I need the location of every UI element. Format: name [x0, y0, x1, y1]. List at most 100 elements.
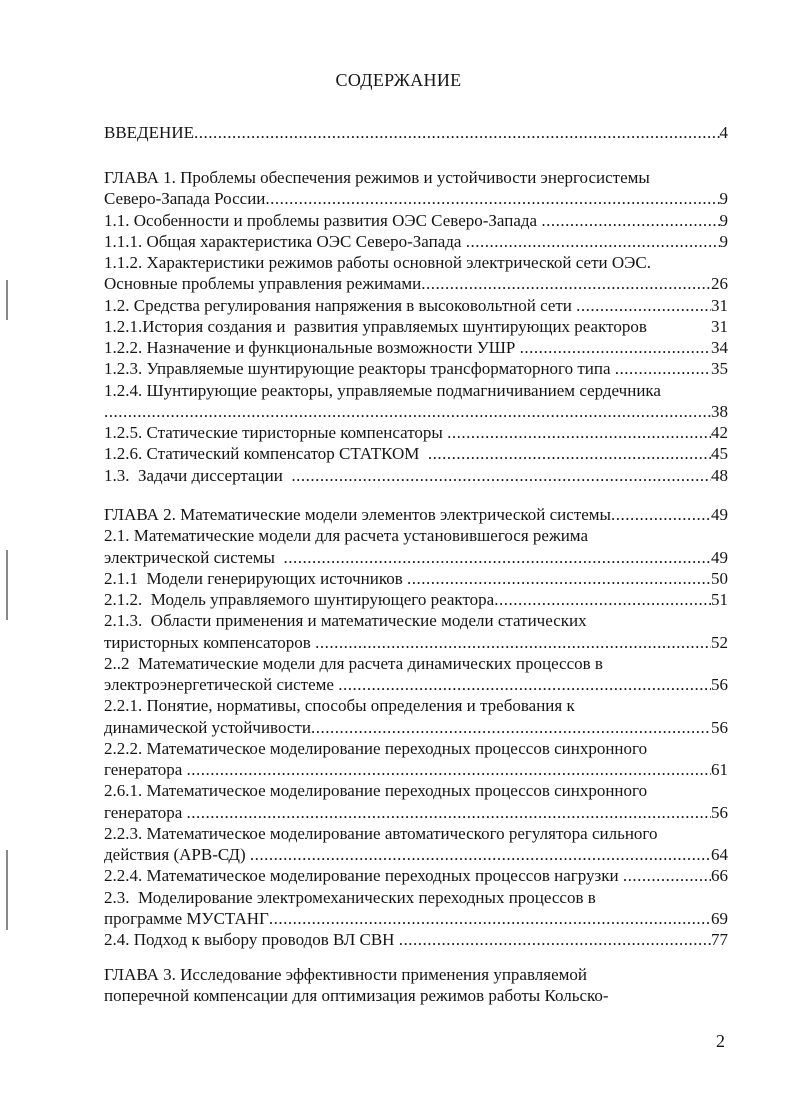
- toc-entry: 1.1.1. Общая характеристика ОЭС Северо-З…: [104, 231, 728, 252]
- toc-chapter-3: ГЛАВА 3. Исследование эффективности прим…: [104, 964, 728, 1007]
- entry-text: электрической системы: [104, 547, 284, 567]
- entry-text: электроэнергетической системе: [104, 675, 339, 694]
- entry-page-number: 66: [711, 866, 728, 886]
- entry-text: 1.2. Средства регулирования напряжения в…: [104, 295, 577, 315]
- toc-entry: ВВЕДЕНИЕ 4: [104, 122, 728, 143]
- dot-leader: [311, 717, 711, 738]
- entry-page-number: 48: [711, 465, 728, 485]
- toc-line: Основные проблемы управления режимами 26: [104, 273, 728, 294]
- entry-text: 2.2.3. Математическое моделирование авто…: [104, 823, 658, 843]
- entry-text: 1.1.2. Характеристики режимов работы осн…: [104, 253, 651, 272]
- entry-text: 1.2.5. Статические тиристорные компенсат…: [104, 423, 448, 442]
- entry-page-number: 56: [711, 675, 728, 694]
- toc-line: тиристорных компенсаторов 52: [104, 632, 728, 653]
- entry-page-number: 26: [711, 274, 728, 294]
- toc-line: динамической устойчивости 56: [104, 717, 728, 738]
- entry-text: динамической устойчивости: [104, 717, 311, 737]
- toc-entry: 2.4. Подход к выбору проводов ВЛ СВН 77: [104, 929, 728, 950]
- toc-entry: 2.1. Математические модели для расчета у…: [104, 525, 728, 568]
- toc-line: 1.1.1. Общая характеристика ОЭС Северо-З…: [104, 231, 728, 252]
- entry-page-number: 49: [711, 505, 728, 524]
- dot-leader: [250, 844, 711, 865]
- entry-text: 1.3. Задачи диссертации: [104, 465, 292, 485]
- toc-entry: 2.2.4. Математическое моделирование пере…: [104, 865, 728, 886]
- scan-artifact: [6, 550, 8, 620]
- entry-text: 1.2.4. Шунтирующие реакторы, управляемые…: [104, 380, 661, 400]
- dot-leader: [265, 188, 719, 209]
- dot-leader: [407, 568, 711, 589]
- toc-line: 2.4. Подход к выбору проводов ВЛ СВН 77: [104, 929, 728, 950]
- entry-text: действия (АРВ-СД): [104, 845, 250, 864]
- dot-leader: [194, 122, 720, 143]
- entry-text: 2.1. Математические модели для расчета у…: [104, 526, 588, 546]
- entry-text: 2..2 Математические модели для расчета д…: [104, 653, 603, 673]
- entry-page-number: 38: [711, 401, 728, 421]
- toc-intro: ВВЕДЕНИЕ 4: [104, 122, 728, 143]
- toc-entry: 1.3. Задачи диссертации 48: [104, 465, 728, 486]
- dot-leader: [269, 908, 711, 929]
- entry-text: 1.2.6. Статический компенсатор СТАТКОМ: [104, 444, 428, 464]
- entry-page-number: 9: [719, 231, 729, 251]
- toc-entry: 1.2.6. Статический компенсатор СТАТКОМ 4…: [104, 443, 728, 464]
- toc-entry: 1.2.2. Назначение и функциональные возмо…: [104, 337, 728, 358]
- toc-line: ГЛАВА 2. Математические модели элементов…: [104, 504, 728, 525]
- page-title: СОДЕРЖАНИЕ: [335, 70, 462, 90]
- toc-entry: 2.2.3. Математическое моделирование авто…: [104, 823, 728, 866]
- toc-entry: 2..2 Математические модели для расчета д…: [104, 653, 728, 696]
- toc-entry: ГЛАВА 2. Математические модели элементов…: [104, 504, 728, 525]
- dot-leader: [291, 465, 711, 486]
- toc-line: ГЛАВА 1. Проблемы обеспечения режимов и …: [104, 167, 728, 188]
- scan-artifact: [6, 280, 8, 320]
- entry-page-number: 31: [711, 316, 728, 336]
- toc-line: 1.2.2. Назначение и функциональные возмо…: [104, 337, 728, 358]
- toc-entry: 1.1.2. Характеристики режимов работы осн…: [104, 252, 728, 295]
- toc-line: генератора 61: [104, 759, 728, 780]
- page-number: 2: [716, 1031, 725, 1051]
- toc-line: электроэнергетической системе 56: [104, 674, 728, 695]
- entry-page-number: 56: [711, 802, 728, 822]
- dot-leader: [520, 337, 711, 358]
- toc-entry: ГЛАВА 1. Проблемы обеспечения режимов и …: [104, 167, 728, 210]
- entry-page-number: 35: [711, 359, 728, 379]
- toc-line: ВВЕДЕНИЕ 4: [104, 122, 728, 143]
- toc-line: 2.3. Моделирование электромеханических п…: [104, 887, 728, 908]
- toc-line: программе МУСТАНГ 69: [104, 908, 728, 929]
- toc-line: 1.2.3. Управляемые шунтирующие реакторы …: [104, 358, 728, 379]
- dot-leader: [541, 210, 719, 231]
- entry-page-number: 56: [711, 717, 728, 737]
- entry-page-number: 49: [711, 547, 728, 567]
- toc-line: 1.2.5. Статические тиристорные компенсат…: [104, 422, 728, 443]
- entry-text: 2.2.2. Математическое моделирование пере…: [104, 738, 648, 758]
- toc-entry: 1.1. Особенности и проблемы развития ОЭС…: [104, 210, 728, 231]
- toc-entry: 1.2. Средства регулирования напряжения в…: [104, 295, 728, 316]
- entry-page-number: 4: [719, 123, 729, 142]
- toc-entry: 1.2.4. Шунтирующие реакторы, управляемые…: [104, 380, 728, 423]
- entry-text: 1.1. Особенности и проблемы развития ОЭС…: [104, 210, 542, 230]
- toc-line: 1.2.6. Статический компенсатор СТАТКОМ 4…: [104, 443, 728, 464]
- toc-line: действия (АРВ-СД) 64: [104, 844, 728, 865]
- entry-text: ВВЕДЕНИЕ: [104, 123, 194, 142]
- toc-line: 2.6.1. Математическое моделирование пере…: [104, 780, 728, 801]
- entry-text: 2.1.2. Модель управляемого шунтирующего …: [104, 590, 495, 609]
- toc-line: 1.2. Средства регулирования напряжения в…: [104, 295, 728, 316]
- toc-line: Северо-Запада России 9: [104, 188, 728, 209]
- entry-page-number: 9: [719, 210, 729, 230]
- dot-leader: [315, 632, 711, 653]
- toc-line: электрической системы 49: [104, 547, 728, 568]
- toc-entry: 2.2.2. Математическое моделирование пере…: [104, 738, 728, 781]
- entry-text: ГЛАВА 3. Исследование эффективности прим…: [104, 965, 587, 984]
- dot-leader: [447, 422, 711, 443]
- entry-page-number: 31: [711, 295, 728, 315]
- entry-text: Северо-Запада России: [104, 189, 266, 209]
- dot-leader: [494, 589, 711, 610]
- toc-line: 2.1.2. Модель управляемого шунтирующего …: [104, 589, 728, 610]
- entry-text: генератора: [104, 802, 187, 822]
- entry-text: 1.2.2. Назначение и функциональные возмо…: [104, 338, 520, 357]
- dot-leader: [283, 547, 711, 568]
- dot-leader: [615, 358, 711, 379]
- toc-line: 2..2 Математические модели для расчета д…: [104, 653, 728, 674]
- entry-text: тиристорных компенсаторов: [104, 632, 316, 652]
- entry-page-number: 51: [711, 590, 728, 609]
- toc-entry: ГЛАВА 3. Исследование эффективности прим…: [104, 964, 728, 1007]
- entry-page-number: 42: [711, 423, 728, 442]
